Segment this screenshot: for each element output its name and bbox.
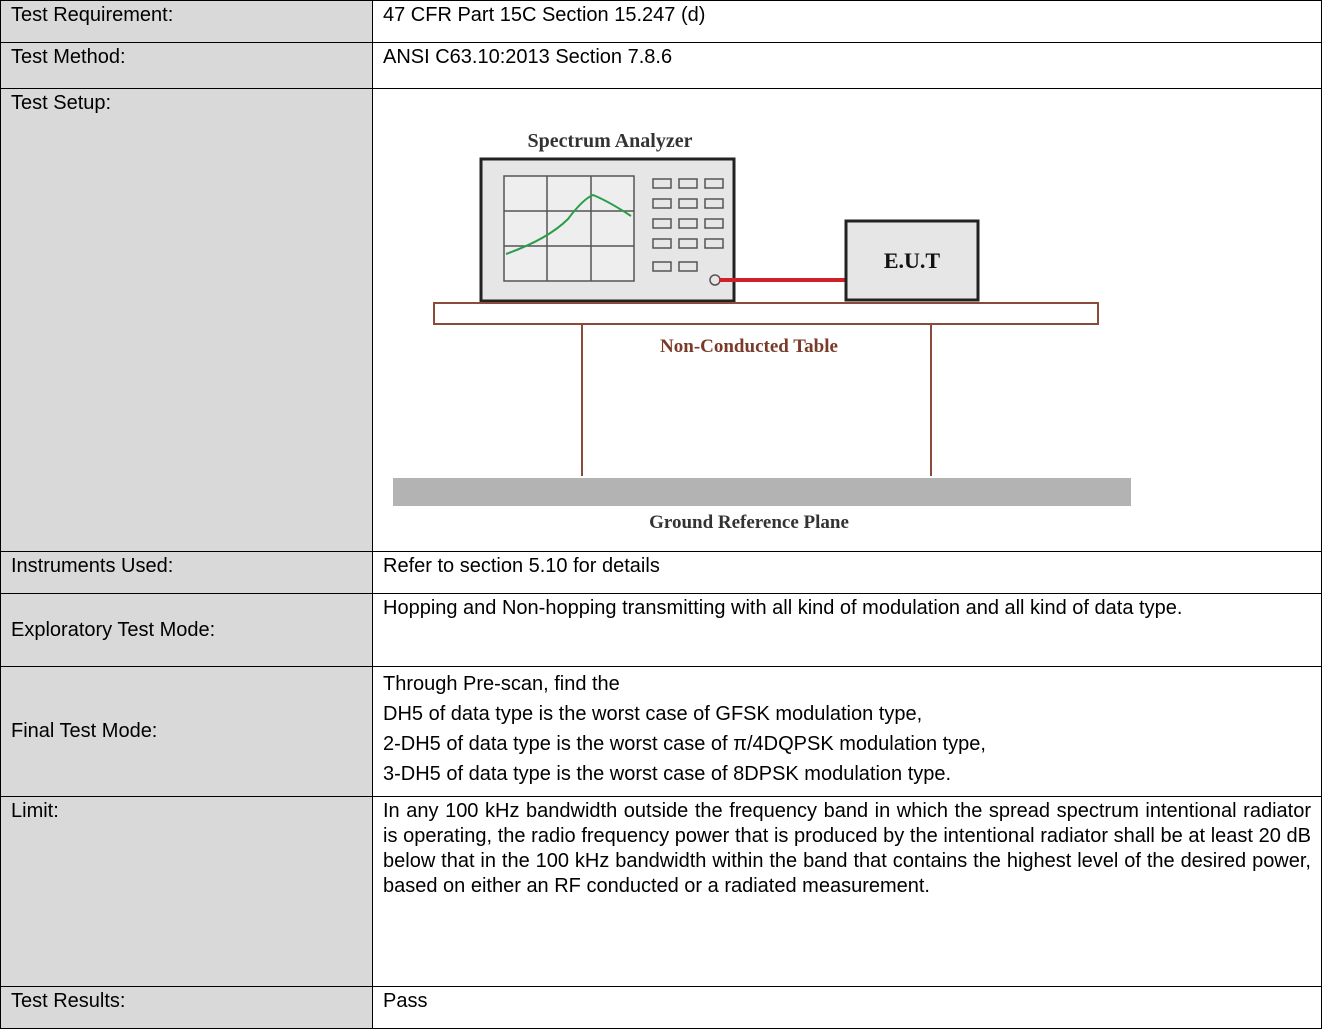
row: Test Requirement: 47 CFR Part 15C Section… bbox=[0, 0, 1322, 43]
value: In any 100 kHz bandwidth outside the fre… bbox=[372, 796, 1322, 987]
line: 3-DH5 of data type is the worst case of … bbox=[383, 763, 952, 785]
row: Instruments Used: Refer to section 5.10 f… bbox=[0, 551, 1322, 594]
analyzer-label: Spectrum Analyzer bbox=[528, 130, 693, 152]
buttons bbox=[652, 178, 724, 286]
setup-cell: Spectrum Analyzer E.U.T Non-Conducted Ta… bbox=[372, 88, 1322, 552]
eut-box bbox=[844, 219, 980, 302]
label: Test Results: bbox=[0, 986, 373, 1029]
eut-label: E.U.T bbox=[884, 248, 941, 273]
row: Final Test Mode: Through Pre-scan, find … bbox=[0, 666, 1322, 797]
row: Test Setup: Spectrum Analyzer E.U.T Non-… bbox=[0, 88, 1322, 552]
line: DH5 of data type is the worst case of GF… bbox=[383, 703, 923, 725]
label: Final Test Mode: bbox=[0, 666, 373, 797]
screen-grid bbox=[504, 176, 634, 281]
row: Limit: In any 100 kHz bandwidth outside t… bbox=[0, 796, 1322, 987]
row: Exploratory Test Mode: Hopping and Non-ho… bbox=[0, 593, 1322, 667]
trace bbox=[505, 193, 632, 255]
value: Pass bbox=[372, 986, 1322, 1029]
line: 2-DH5 of data type is the worst case of … bbox=[383, 733, 986, 755]
label: Test Method: bbox=[0, 42, 373, 89]
ground-plane bbox=[393, 478, 1131, 506]
label: Test Setup: bbox=[0, 88, 373, 552]
value: Through Pre-scan, find the DH5 of data t… bbox=[372, 666, 1322, 797]
setup-diagram: Spectrum Analyzer E.U.T Non-Conducted Ta… bbox=[393, 130, 1131, 533]
row: Test Results: Pass bbox=[0, 986, 1322, 1029]
label: Limit: bbox=[0, 796, 373, 987]
value: ANSI C63.10:2013 Section 7.8.6 bbox=[372, 42, 1322, 89]
table-label: Non-Conducted Table bbox=[660, 336, 838, 357]
value: 47 CFR Part 15C Section 15.247 (d) bbox=[372, 0, 1322, 43]
line: Through Pre-scan, find the bbox=[383, 673, 620, 695]
label: Exploratory Test Mode: bbox=[0, 593, 373, 667]
table-top bbox=[433, 302, 1099, 325]
row: Test Method: ANSI C63.10:2013 Section 7.8… bbox=[0, 42, 1322, 89]
ground-label: Ground Reference Plane bbox=[649, 512, 849, 533]
value: Refer to section 5.10 for details bbox=[372, 551, 1322, 594]
value: Hopping and Non-hopping transmitting wit… bbox=[372, 593, 1322, 667]
label: Test Requirement: bbox=[0, 0, 373, 43]
screen bbox=[503, 175, 635, 282]
table-legs bbox=[581, 324, 932, 476]
label: Instruments Used: bbox=[0, 551, 373, 594]
